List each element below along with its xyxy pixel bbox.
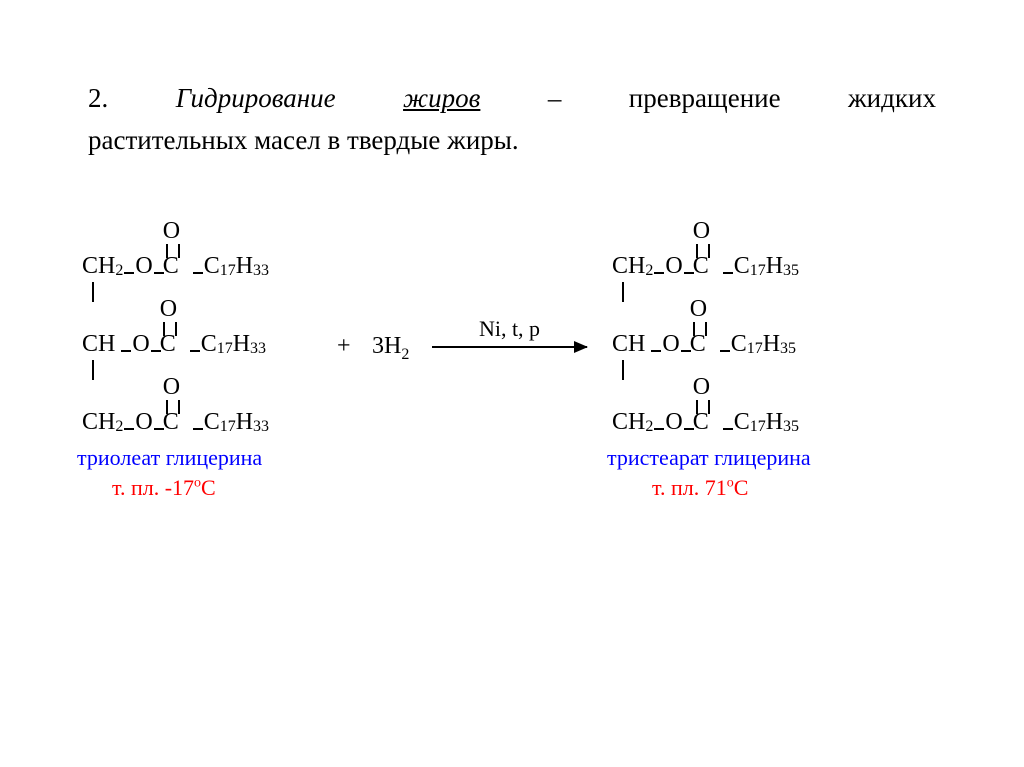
acyl-h: H [236,253,253,280]
acyl-sub2: 33 [253,418,269,436]
bond-dash [654,272,664,274]
bond-dash [654,428,664,430]
bond-dash [190,350,200,352]
acyl-sub2: 35 [783,262,799,280]
ester-o: O [132,331,149,358]
acyl-c: C [201,331,217,358]
bond-dash [124,272,134,274]
heading-term2: жиров [403,78,480,120]
bond-dash [193,272,203,274]
ester-o: O [135,253,152,280]
arrow-conditions: Ni, t, p [432,316,587,342]
acyl-sub2: 35 [783,418,799,436]
bond-dash [651,350,661,352]
ester-o: O [135,409,152,436]
ester-o: O [662,331,679,358]
carbonyl-group: OC [165,238,179,280]
bond-dash [723,428,733,430]
backbone-ch: CH [82,409,115,436]
h2-sub: 2 [401,346,409,363]
ester-o: O [665,409,682,436]
acyl-sub1: 17 [220,418,236,436]
acyl-h: H [766,409,783,436]
product-name: тристеарат глицерина [607,445,811,471]
carbonyl-group: OC [692,316,706,358]
bond-dash [720,350,730,352]
backbone-sub: 2 [645,262,653,280]
product-mp: т. пл. 71oC [652,475,748,501]
backbone-sub: 2 [645,418,653,436]
acyl-c: C [731,331,747,358]
h2-reagent: 3H2 [372,333,409,364]
backbone-ch: CH [612,331,645,358]
acyl-sub2: 33 [253,262,269,280]
reactant-name: триолеат глицерина [77,445,262,471]
bond-dash [121,350,131,352]
acyl-h: H [766,253,783,280]
acyl-c: C [204,253,220,280]
backbone-ch: CH [612,409,645,436]
acyl-sub1: 17 [220,262,236,280]
heading-rest1: превращение [629,78,781,120]
reaction-arrow-group: Ni, t, p [432,316,587,348]
plus-sign: + [337,333,351,360]
h2-base: H [384,333,401,359]
acyl-c: C [734,409,750,436]
heading-dash: – [548,78,562,120]
acyl-sub1: 17 [747,340,763,358]
acyl-h: H [233,331,250,358]
backbone-ch: CH [612,253,645,280]
heading-term1: Гидрирование [176,78,336,120]
ester-o: O [665,253,682,280]
heading-line2: растительных масел в твердые жиры. [88,120,936,162]
acyl-sub2: 35 [780,340,796,358]
bond-dash [193,428,203,430]
acyl-sub1: 17 [750,418,766,436]
h2-coef: 3 [372,333,384,359]
heading-number: 2. [88,78,108,120]
acyl-h: H [236,409,253,436]
acyl-sub2: 33 [250,340,266,358]
bond-dash [124,428,134,430]
carbonyl-group: OC [162,316,176,358]
acyl-c: C [204,409,220,436]
acyl-h: H [763,331,780,358]
heading-text: 2. Гидрирование жиров – превращение жидк… [88,78,936,162]
heading-rest2: жидких [848,78,936,120]
acyl-sub1: 17 [750,262,766,280]
reaction-arrow [432,346,587,348]
backbone-sub: 2 [115,262,123,280]
acyl-c: C [734,253,750,280]
carbonyl-group: OC [695,394,709,436]
backbone-sub: 2 [115,418,123,436]
backbone-ch: CH [82,253,115,280]
carbonyl-group: OC [695,238,709,280]
carbonyl-group: OC [165,394,179,436]
backbone-ch: CH [82,331,115,358]
bond-dash [723,272,733,274]
acyl-sub1: 17 [217,340,233,358]
reactant-mp: т. пл. -17oC [112,475,216,501]
